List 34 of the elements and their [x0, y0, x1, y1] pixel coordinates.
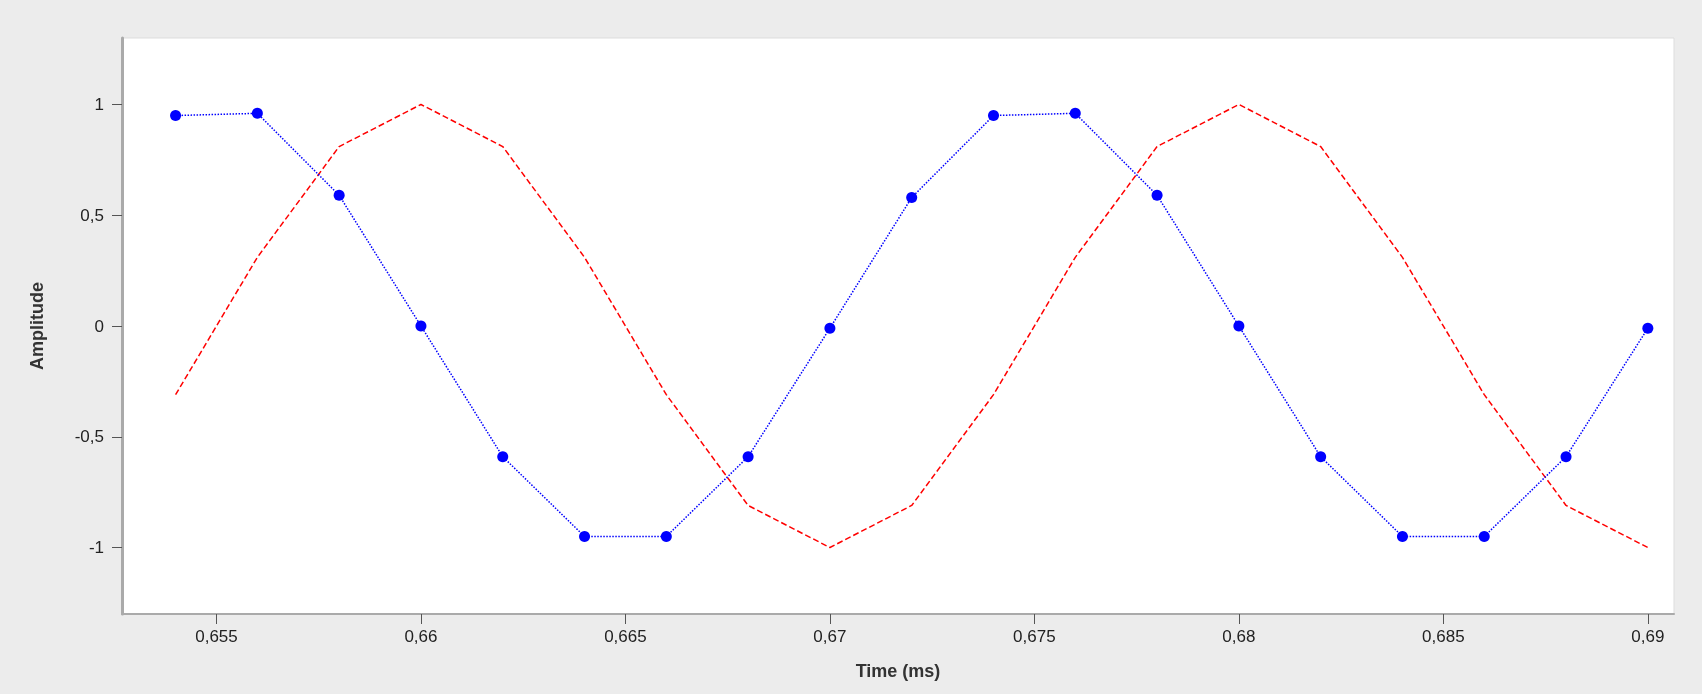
y-axis-title: Amplitude — [27, 282, 47, 370]
x-tick-label: 0,69 — [1631, 627, 1665, 646]
point — [988, 110, 999, 122]
point — [1151, 189, 1163, 201]
point — [1396, 530, 1408, 542]
point — [1069, 107, 1081, 119]
x-tick-label: 0,665 — [604, 627, 647, 646]
y-tick-label: 1 — [94, 94, 104, 114]
point — [415, 320, 427, 332]
point — [1315, 451, 1327, 463]
y-tick-label: -0,5 — [74, 427, 104, 447]
x-axis-title: Time (ms) — [855, 661, 941, 681]
point — [333, 189, 345, 201]
y-tick-label: 0,5 — [80, 205, 104, 225]
y-tick-label: -1 — [88, 538, 104, 558]
point — [170, 110, 182, 122]
point — [1478, 530, 1490, 542]
x-tick-label: 0,685 — [1422, 627, 1465, 646]
x-tick-label: 0,675 — [1013, 627, 1056, 646]
point — [660, 530, 672, 542]
point — [579, 530, 591, 542]
point — [906, 192, 918, 203]
x-tick-label: 0,67 — [813, 627, 847, 646]
point — [742, 451, 754, 463]
point — [1642, 322, 1654, 334]
point — [824, 322, 836, 334]
point — [251, 107, 263, 119]
x-tick-label: 0,68 — [1222, 627, 1256, 646]
x-tick-label: 0,655 — [195, 627, 238, 646]
point — [497, 451, 509, 463]
x-tick-label: 0,66 — [404, 627, 438, 646]
point — [1560, 451, 1572, 463]
point — [1233, 320, 1245, 332]
y-tick-label: 0 — [94, 316, 104, 336]
